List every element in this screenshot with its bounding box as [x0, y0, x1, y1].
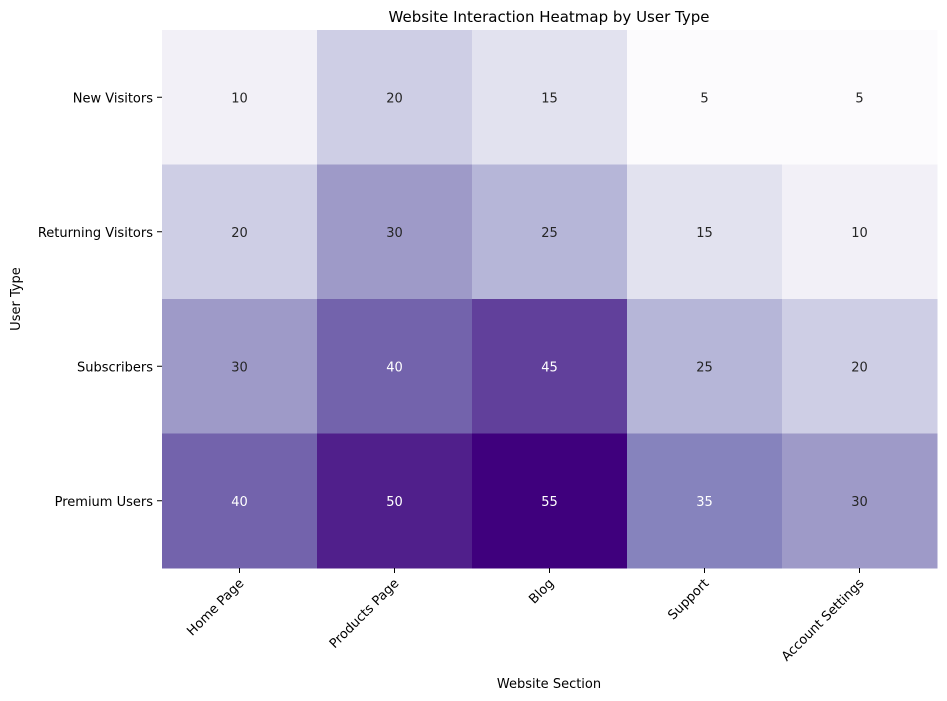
heatmap-cell: [162, 30, 318, 165]
x-tick-label: Account Settings: [779, 576, 868, 665]
cell-value-label: 20: [851, 360, 868, 375]
heatmap-cell: [627, 299, 783, 434]
cell-value-label: 25: [696, 360, 713, 375]
cell-value-label: 20: [231, 226, 248, 241]
heatmap-cell: [782, 30, 938, 165]
cell-value-label: 55: [541, 495, 558, 510]
heatmap-cell: [162, 299, 318, 434]
cell-value-label: 15: [541, 91, 558, 106]
x-axis: Home Page Products Page Blog Support Account…: [184, 568, 867, 665]
heatmap-cell: [317, 30, 473, 165]
heatmap-cell: [317, 299, 473, 434]
heatmap-cell: [627, 30, 783, 165]
cell-value-label: 25: [541, 226, 558, 241]
cell-value-label: 40: [386, 360, 403, 375]
heatmap-cell: [317, 164, 473, 300]
y-tick-label: New Visitors: [73, 91, 153, 106]
cell-value-label: 45: [541, 360, 558, 375]
y-tick-label: Subscribers: [77, 360, 153, 375]
cell-value-label: 40: [231, 495, 248, 510]
y-axis: New Visitors Returning Visitors Subscriber…: [38, 91, 162, 510]
y-tick-label: Returning Visitors: [38, 226, 153, 241]
heatmap-cell: [627, 164, 783, 300]
heatmap-cell: [472, 299, 628, 434]
heatmap-cell: [782, 433, 938, 569]
cell-value-label: 5: [855, 91, 863, 106]
heatmap-cell: [317, 433, 473, 569]
y-tick-label: Premium Users: [55, 495, 154, 510]
cell-value-label: 5: [700, 91, 708, 106]
cell-value-label: 35: [696, 495, 713, 510]
heatmap-cell: [472, 164, 628, 300]
heatmap-cell: [782, 164, 938, 300]
heatmap-cell: [162, 164, 318, 300]
x-tick-label: Support: [665, 576, 712, 623]
cell-value-label: 10: [851, 226, 868, 241]
x-tick-label: Products Page: [327, 576, 402, 651]
cell-value-label: 10: [231, 91, 248, 106]
x-tick-label: Home Page: [184, 576, 247, 639]
cell-value-label: 15: [696, 226, 713, 241]
cell-value-label: 30: [386, 226, 403, 241]
cell-value-label: 30: [231, 360, 248, 375]
heatmap-cells: [162, 30, 938, 569]
heatmap-cell: [782, 299, 938, 434]
cell-value-label: 50: [386, 495, 403, 510]
heatmap-cell: [472, 30, 628, 165]
cell-value-label: 30: [851, 495, 868, 510]
chart-title: Website Interaction Heatmap by User Type: [389, 8, 710, 26]
heatmap-cell: [627, 433, 783, 569]
x-tick-label: Blog: [526, 576, 557, 607]
y-axis-label: User Type: [9, 267, 24, 331]
heatmap-cell: [472, 433, 628, 569]
x-axis-label: Website Section: [497, 677, 601, 692]
heatmap-cell: [162, 433, 318, 569]
cell-value-label: 20: [386, 91, 403, 106]
